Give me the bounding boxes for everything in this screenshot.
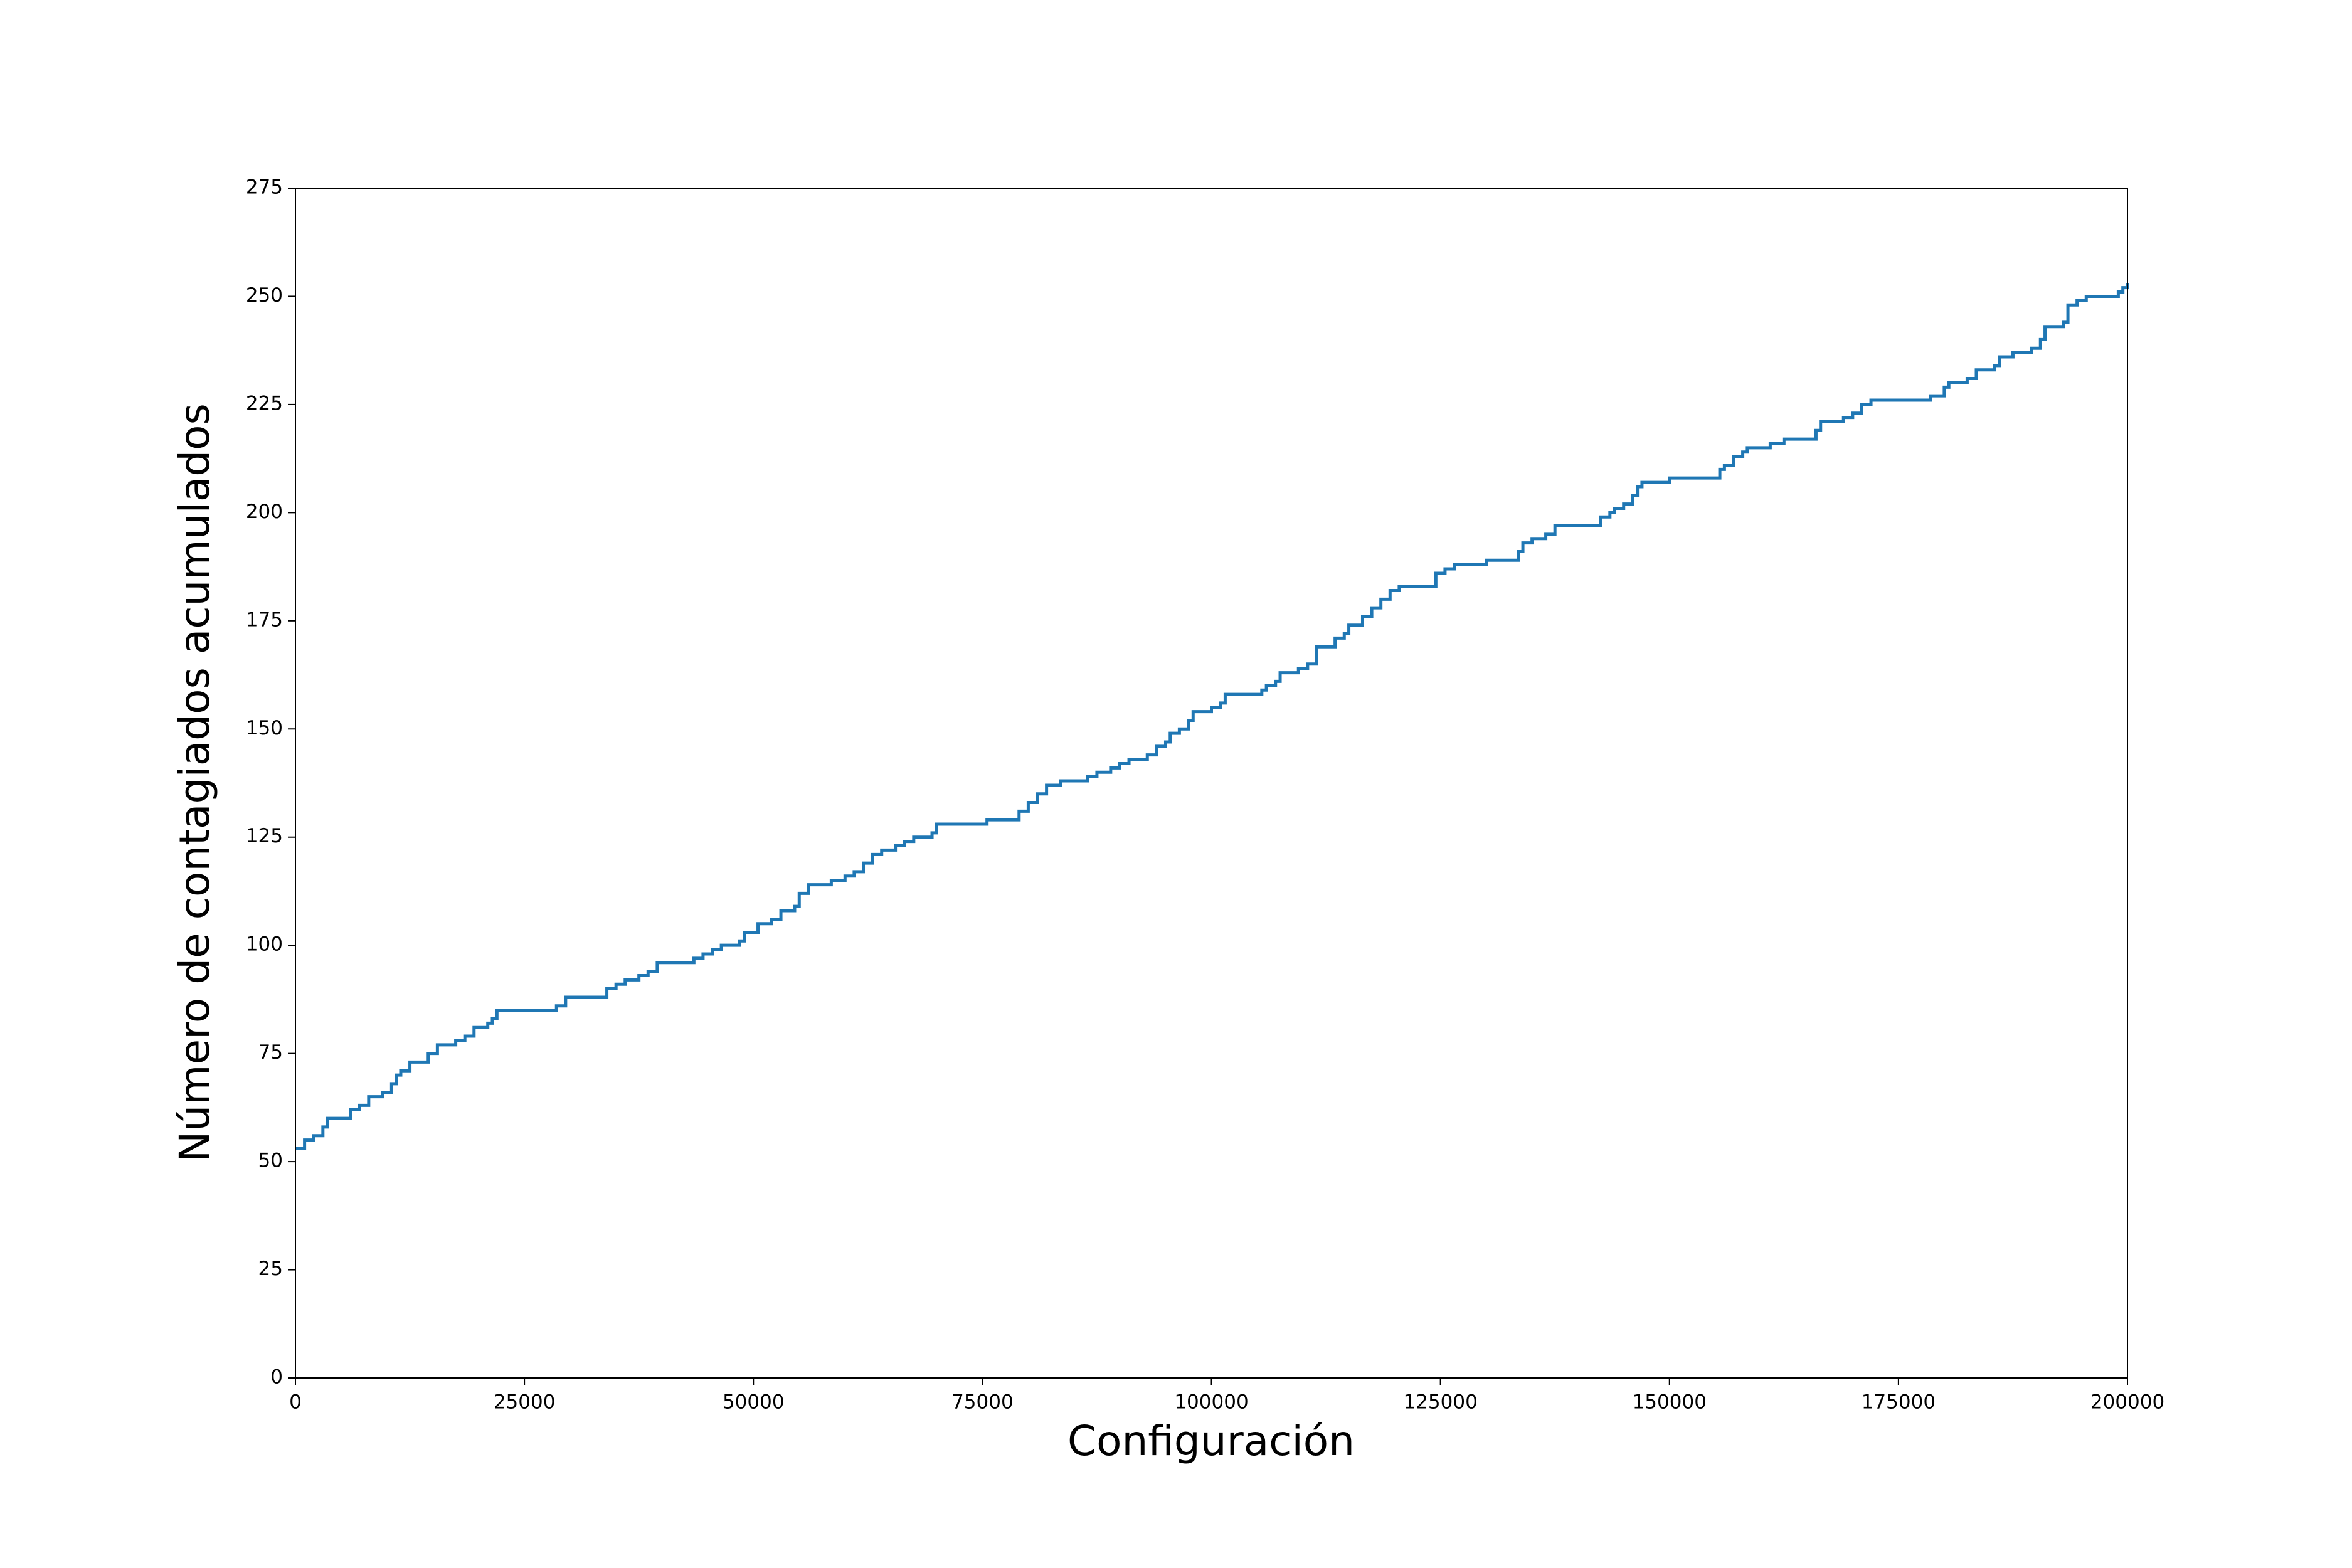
- x-tick-label: 0: [289, 1391, 302, 1414]
- x-tick-label: 175000: [1862, 1391, 1936, 1414]
- data-line: [295, 283, 2129, 1150]
- y-tick-label: 0: [270, 1366, 283, 1389]
- x-tick-label: 50000: [723, 1391, 785, 1414]
- x-tick-label: 25000: [494, 1391, 556, 1414]
- y-tick-label: 275: [246, 176, 283, 199]
- y-axis-label: Número de contagiados acumulados: [171, 403, 219, 1162]
- y-tick-label: 125: [246, 825, 283, 847]
- y-tick-label: 225: [246, 392, 283, 415]
- y-tick-label: 150: [246, 717, 283, 739]
- x-tick-label: 150000: [1633, 1391, 1707, 1414]
- y-tick-label: 250: [246, 284, 283, 307]
- plot-frame: [295, 188, 2128, 1379]
- x-tick-label: 200000: [2090, 1391, 2164, 1414]
- y-tick-label: 50: [258, 1150, 283, 1172]
- x-tick-label: 100000: [1174, 1391, 1248, 1414]
- y-tick-label: 175: [246, 608, 283, 631]
- y-tick-label: 75: [258, 1041, 283, 1064]
- x-tick-label: 125000: [1403, 1391, 1477, 1414]
- x-axis-label: Configuración: [1067, 1417, 1355, 1465]
- y-tick-label: 200: [246, 501, 283, 523]
- y-tick-label: 100: [246, 933, 283, 956]
- y-tick-label: 25: [258, 1258, 283, 1280]
- x-tick-label: 75000: [951, 1391, 1014, 1414]
